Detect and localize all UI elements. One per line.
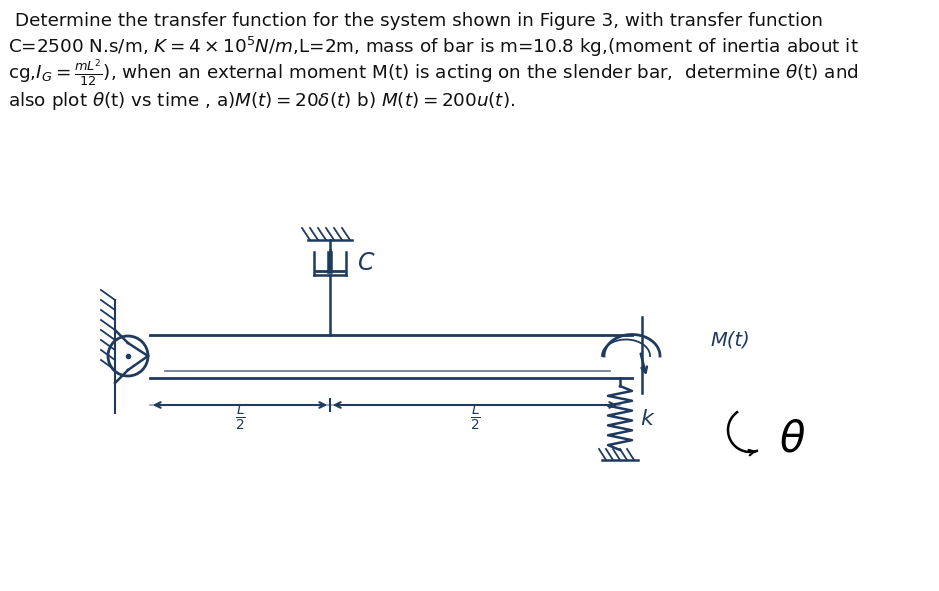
Text: also plot $\theta$(t) vs time , a)$M(t) = 20\delta(t)$ b) $M(t) = 200u(t)$.: also plot $\theta$(t) vs time , a)$M(t) …: [8, 90, 516, 112]
Text: cg,$I_G = \frac{mL^2}{12}$), when an external moment M(t) is acting on the slend: cg,$I_G = \frac{mL^2}{12}$), when an ext…: [8, 58, 859, 89]
Text: M(t): M(t): [710, 330, 749, 349]
Text: C=2500 N.s/m, $K = 4 \times 10^5 N/m$,L=2m, mass of bar is m=10.8 kg,(moment of : C=2500 N.s/m, $K = 4 \times 10^5 N/m$,L=…: [8, 35, 859, 59]
Text: $\frac{L}{2}$: $\frac{L}{2}$: [235, 403, 245, 433]
Text: Determine the transfer function for the system shown in Figure 3, with transfer : Determine the transfer function for the …: [15, 12, 823, 30]
Text: k: k: [640, 409, 653, 429]
Text: $\theta$: $\theta$: [778, 419, 806, 461]
Text: $\frac{L}{2}$: $\frac{L}{2}$: [470, 403, 481, 433]
Text: C: C: [358, 252, 375, 275]
